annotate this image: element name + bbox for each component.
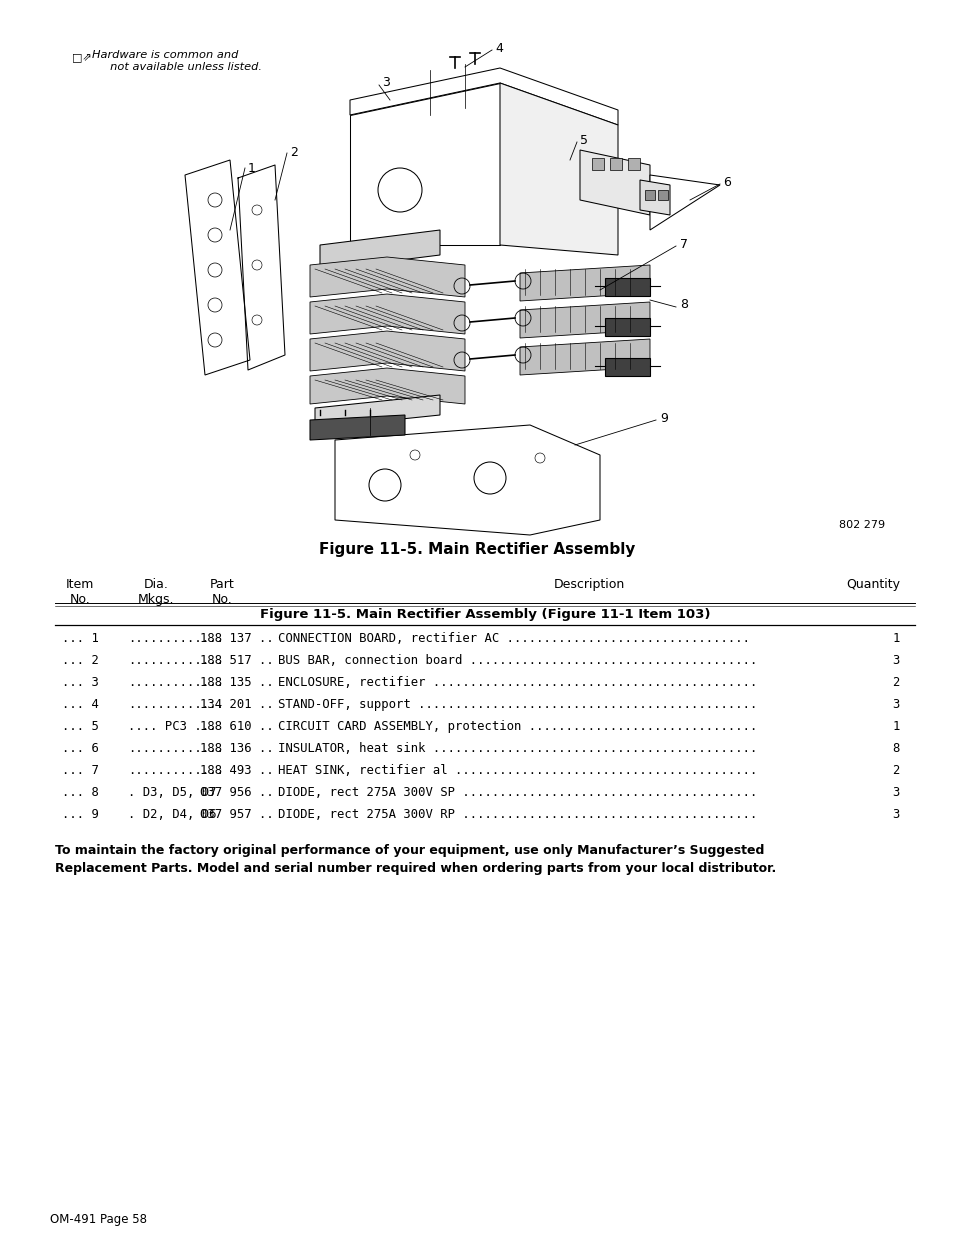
Text: Hardware is common and
     not available unless listed.: Hardware is common and not available unl… — [91, 49, 262, 72]
Polygon shape — [350, 83, 499, 245]
Text: ... 1: ... 1 — [62, 632, 99, 645]
Polygon shape — [310, 368, 464, 404]
Bar — [604, 278, 649, 296]
Text: .............: ............. — [128, 676, 224, 689]
Text: ... 4: ... 4 — [62, 698, 99, 711]
Text: Figure 11-5. Main Rectifier Assembly: Figure 11-5. Main Rectifier Assembly — [318, 542, 635, 557]
Text: 3: 3 — [892, 785, 899, 799]
Text: ENCLOSURE, rectifier ............................................: ENCLOSURE, rectifier ...................… — [277, 676, 757, 689]
Bar — [609, 158, 621, 170]
Text: 1: 1 — [892, 632, 899, 645]
Polygon shape — [519, 303, 649, 338]
Text: To maintain the factory original performance of your equipment, use only Manufac: To maintain the factory original perform… — [55, 844, 763, 857]
Text: INSULATOR, heat sink ............................................: INSULATOR, heat sink ...................… — [277, 742, 757, 755]
Text: ... 7: ... 7 — [62, 764, 99, 777]
Text: 188 136 ..: 188 136 .. — [200, 742, 274, 755]
Bar — [627, 158, 639, 170]
Bar — [644, 190, 655, 200]
Text: 2: 2 — [892, 764, 899, 777]
Polygon shape — [579, 149, 649, 215]
Polygon shape — [649, 175, 720, 230]
Text: CONNECTION BOARD, rectifier AC .................................: CONNECTION BOARD, rectifier AC .........… — [277, 632, 749, 645]
Text: ... 9: ... 9 — [62, 808, 99, 821]
Text: ... 3: ... 3 — [62, 676, 99, 689]
Text: .............: ............. — [128, 742, 224, 755]
Polygon shape — [310, 415, 405, 440]
Text: 3: 3 — [892, 808, 899, 821]
Polygon shape — [310, 294, 464, 333]
Text: . D3, D5, D7: . D3, D5, D7 — [128, 785, 216, 799]
Polygon shape — [310, 331, 464, 370]
Text: .............: ............. — [128, 698, 224, 711]
Text: 037 957 ..: 037 957 .. — [200, 808, 274, 821]
Text: 2: 2 — [290, 146, 297, 158]
Text: 3: 3 — [892, 698, 899, 711]
Text: 134 201 ..: 134 201 .. — [200, 698, 274, 711]
Bar — [604, 317, 649, 336]
Text: 1: 1 — [892, 720, 899, 734]
Polygon shape — [310, 257, 464, 296]
Text: 188 137 ..: 188 137 .. — [200, 632, 274, 645]
Text: HEAT SINK, rectifier al .........................................: HEAT SINK, rectifier al ................… — [277, 764, 757, 777]
Text: 4: 4 — [495, 42, 502, 54]
Bar — [604, 358, 649, 375]
Text: Part
No.: Part No. — [210, 578, 234, 606]
Text: .............: ............. — [128, 632, 224, 645]
Text: 188 517 ..: 188 517 .. — [200, 655, 274, 667]
Text: DIODE, rect 275A 300V SP ........................................: DIODE, rect 275A 300V SP ...............… — [277, 785, 757, 799]
Text: .... PC3 ...: .... PC3 ... — [128, 720, 216, 734]
Text: 1: 1 — [248, 162, 255, 174]
Text: 9: 9 — [659, 411, 667, 425]
Polygon shape — [499, 83, 618, 254]
Text: Dia.
Mkgs.: Dia. Mkgs. — [137, 578, 174, 606]
Text: Description: Description — [553, 578, 624, 592]
Text: Replacement Parts. Model and serial number required when ordering parts from you: Replacement Parts. Model and serial numb… — [55, 862, 776, 876]
Text: Figure 11-5. Main Rectifier Assembly (Figure 11-1 Item 103): Figure 11-5. Main Rectifier Assembly (Fi… — [259, 608, 709, 621]
Text: 802 279: 802 279 — [838, 520, 884, 530]
Text: . D2, D4, D6: . D2, D4, D6 — [128, 808, 216, 821]
Text: 3: 3 — [892, 655, 899, 667]
Text: 188 610 ..: 188 610 .. — [200, 720, 274, 734]
Polygon shape — [335, 425, 599, 535]
Text: .............: ............. — [128, 764, 224, 777]
Text: 188 135 ..: 188 135 .. — [200, 676, 274, 689]
Text: 188 493 ..: 188 493 .. — [200, 764, 274, 777]
Text: BUS BAR, connection board .......................................: BUS BAR, connection board ..............… — [277, 655, 757, 667]
Polygon shape — [185, 161, 250, 375]
Bar — [592, 158, 603, 170]
Text: ... 5: ... 5 — [62, 720, 99, 734]
Polygon shape — [314, 395, 439, 429]
Polygon shape — [519, 338, 649, 375]
Text: 8: 8 — [892, 742, 899, 755]
Text: ... 8: ... 8 — [62, 785, 99, 799]
Text: CIRCUIT CARD ASSEMBLY, protection ...............................: CIRCUIT CARD ASSEMBLY, protection ......… — [277, 720, 757, 734]
Text: ... 6: ... 6 — [62, 742, 99, 755]
Polygon shape — [519, 266, 649, 301]
Text: 037 956 ..: 037 956 .. — [200, 785, 274, 799]
Text: DIODE, rect 275A 300V RP ........................................: DIODE, rect 275A 300V RP ...............… — [277, 808, 757, 821]
Text: Item
No.: Item No. — [66, 578, 94, 606]
Polygon shape — [350, 68, 618, 125]
Text: 7: 7 — [679, 237, 687, 251]
Polygon shape — [639, 180, 669, 215]
Bar — [658, 190, 667, 200]
Text: □⇗: □⇗ — [71, 52, 91, 62]
Text: ... 2: ... 2 — [62, 655, 99, 667]
Text: STAND-OFF, support ..............................................: STAND-OFF, support .....................… — [277, 698, 757, 711]
Text: 6: 6 — [722, 175, 730, 189]
Polygon shape — [319, 230, 439, 270]
Text: OM-491 Page 58: OM-491 Page 58 — [50, 1213, 147, 1226]
Text: 8: 8 — [679, 299, 687, 311]
Text: 3: 3 — [381, 77, 390, 89]
Text: 5: 5 — [579, 133, 587, 147]
Text: 2: 2 — [892, 676, 899, 689]
Text: .............: ............. — [128, 655, 224, 667]
Text: Quantity: Quantity — [845, 578, 899, 592]
